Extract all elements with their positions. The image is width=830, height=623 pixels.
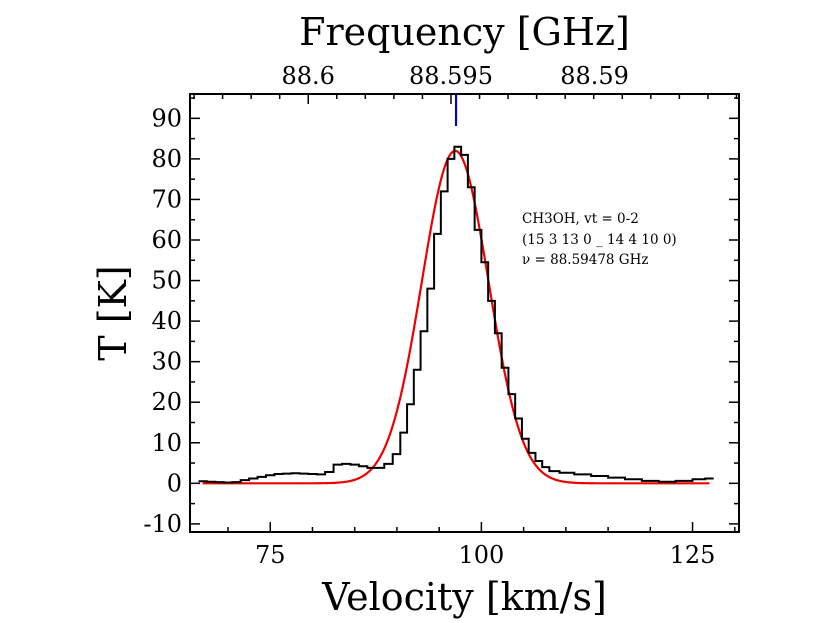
y-tick-label: 60 xyxy=(151,226,182,254)
top-axis-title: Frequency [GHz] xyxy=(299,10,630,54)
y-tick-label: 30 xyxy=(151,348,182,376)
y-tick-label: 10 xyxy=(151,429,182,457)
axes-layer xyxy=(189,93,740,533)
y-tick-label: 40 xyxy=(151,307,182,335)
top-tick-label: 88.595 xyxy=(409,62,493,90)
y-axis-title: T [K] xyxy=(91,265,135,360)
y-tick-label: 50 xyxy=(151,267,182,295)
x-tick-label: 75 xyxy=(255,541,286,569)
annotation-transition: (15 3 13 0 _ 14 4 10 0) xyxy=(522,232,677,248)
y-tick-label: -10 xyxy=(143,510,182,538)
y-tick-label: 90 xyxy=(151,104,182,132)
top-tick-label: 88.59 xyxy=(560,62,629,90)
observed-spectrum xyxy=(198,145,714,484)
line-annotation: CH3OH, vt = 0-2 (15 3 13 0 _ 14 4 10 0) … xyxy=(522,211,677,268)
y-tick-label: 70 xyxy=(151,185,182,213)
ticks-layer: 75 100 125 -10 0 10 20 30 40 50 60 70 80 90 88.6 88.595… xyxy=(143,62,739,569)
top-tick-label: 88.6 xyxy=(282,62,335,90)
plot-frame xyxy=(189,93,740,533)
y-tick-label: 0 xyxy=(167,469,182,497)
annotation-species: CH3OH, vt = 0-2 xyxy=(522,211,639,227)
series-layer xyxy=(198,94,714,485)
x-axis-title: Velocity [km/s] xyxy=(321,575,607,619)
x-tick-label: 125 xyxy=(670,541,716,569)
fit-curve xyxy=(202,149,710,485)
y-tick-label: 80 xyxy=(151,145,182,173)
y-tick-label: 20 xyxy=(151,388,182,416)
x-tick-label: 100 xyxy=(458,541,504,569)
annotation-frequency: ν = 88.59478 GHz xyxy=(522,252,648,268)
